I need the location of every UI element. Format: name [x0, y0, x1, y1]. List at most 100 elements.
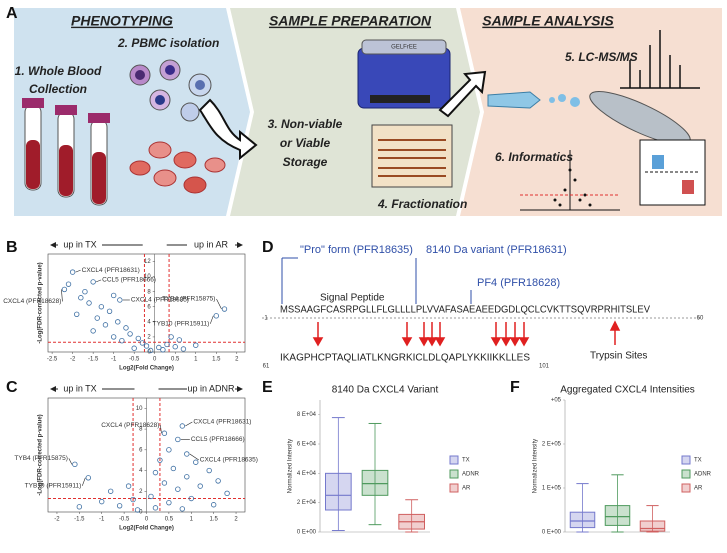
point: [115, 319, 121, 325]
step-label: 4. Fractionation: [377, 197, 467, 211]
step-label: 2. PBMC isolation: [117, 36, 219, 50]
panel-label: F: [510, 379, 520, 396]
chart-title: Aggregated CXCL4 Intensities: [560, 385, 695, 396]
legend-swatch: [681, 455, 691, 465]
point: [107, 488, 114, 494]
storage-arrow: [198, 98, 258, 161]
box: [361, 469, 389, 496]
panel-d-art: [262, 257, 700, 347]
legend-label: TX: [694, 458, 702, 464]
gel-image: [371, 124, 453, 188]
y-tick-label: 4: [139, 468, 143, 474]
informatics-plot: [520, 139, 706, 211]
box: [569, 511, 596, 529]
sequence-start: 61: [263, 364, 270, 370]
sequence-start: 1: [264, 316, 268, 322]
direction-arrow: [50, 242, 56, 248]
step-label: Collection: [29, 82, 87, 96]
y-tick-label: +05: [551, 398, 562, 404]
form-label: 8140 Da variant (PFR18631): [426, 244, 567, 256]
annotation-pointer: [209, 315, 214, 324]
point: [175, 486, 181, 492]
point: [90, 328, 96, 334]
point: [170, 465, 177, 472]
direction-label: up in ADNR: [187, 383, 235, 393]
section-header: SAMPLE PREPARATION: [269, 13, 432, 29]
annotation: CCL5 (PFR18666): [102, 277, 156, 284]
direction-arrow: [237, 386, 243, 392]
direction-bg: [187, 239, 235, 251]
point: [61, 286, 68, 293]
point: [213, 313, 219, 319]
x-tick-label: -2: [54, 517, 60, 523]
x-tick-label: 1.5: [209, 517, 218, 523]
point: [152, 505, 159, 511]
point: [179, 423, 186, 429]
form-label: PF4 (PFR18628): [477, 277, 560, 289]
step-label: Storage: [283, 155, 328, 169]
y-axis-label: -Log(FDR-corrected p-value): [38, 414, 44, 495]
annotation: CXCL4 (PFR18631): [82, 267, 140, 274]
sequence-residues: MSSAAGFCASRPGLLFLGLLLLPLVVAFASAEAEEDGDLQ…: [280, 305, 650, 316]
point: [152, 469, 159, 476]
y-tick-label: 2 E+04: [297, 500, 317, 506]
y-tick-label: 2 E+05: [542, 442, 562, 448]
box: [639, 520, 666, 532]
panel-label: D: [262, 239, 274, 256]
legend-swatch: [681, 469, 691, 479]
legend-label: AR: [462, 486, 471, 492]
lc-ms: [487, 30, 700, 145]
direction-arrow: [50, 386, 56, 392]
annotation: CCL5 (PFR18666): [191, 436, 245, 443]
legend-label: ADNR: [462, 472, 480, 478]
y-tick-label: 0 E+00: [542, 530, 562, 536]
annotation-pointer: [96, 279, 102, 283]
y-tick-label: 8: [147, 289, 151, 295]
point: [98, 304, 105, 310]
y-tick-label: 10: [136, 406, 143, 412]
y-axis-label: Normalized Intensity: [288, 439, 294, 493]
step-label: 1. Whole Blood: [15, 64, 102, 78]
annotation: CXCL4 (PFR18628): [101, 422, 159, 429]
point: [90, 279, 96, 285]
sequence-residues: IKAGPHCPTAQLIATLKNGRKICLDLQAPLYKKIIKKLLE…: [280, 353, 530, 364]
annotation-pointer: [75, 269, 81, 273]
y-tick-label: 2: [147, 335, 151, 341]
section-header: PHENOTYPING: [71, 13, 173, 29]
legend-swatch: [449, 469, 459, 479]
point: [78, 295, 84, 301]
annotation-pointer: [160, 425, 162, 434]
point: [102, 322, 109, 328]
trypsin-arrows: [312, 320, 621, 347]
point: [99, 498, 105, 505]
point: [206, 467, 212, 474]
y-tick-label: 4 E+04: [297, 471, 317, 477]
point: [193, 342, 199, 348]
direction-bg: [187, 383, 235, 395]
y-tick-label: 8 E+04: [297, 412, 317, 418]
annotation: CXCL4 (PFR18628): [3, 298, 61, 305]
point: [179, 506, 186, 512]
y-tick-label: 0: [139, 510, 143, 516]
x-tick-label: -2.5: [47, 357, 58, 363]
point: [188, 495, 194, 502]
point: [193, 459, 199, 465]
step-label: 3. Non-viable: [268, 117, 343, 131]
y-tick-label: 1 E+05: [542, 486, 562, 492]
x-tick-label: 1: [190, 517, 194, 523]
point: [127, 331, 133, 337]
gelfree-instrument: [357, 39, 451, 109]
panel-a-art: [14, 8, 722, 216]
step-label: 5. LC-MS/MS: [565, 50, 638, 64]
point: [221, 306, 228, 312]
x-tick-label: 0: [145, 517, 149, 523]
point: [184, 451, 190, 457]
x-axis-label: Log2(Fold Change): [119, 366, 174, 372]
x-tick-label: -1: [99, 517, 105, 523]
annotation-pointer: [82, 477, 86, 486]
direction-label: up in AR: [194, 239, 229, 249]
y-tick-label: 10: [144, 274, 151, 280]
point: [164, 341, 170, 348]
point: [123, 325, 129, 331]
